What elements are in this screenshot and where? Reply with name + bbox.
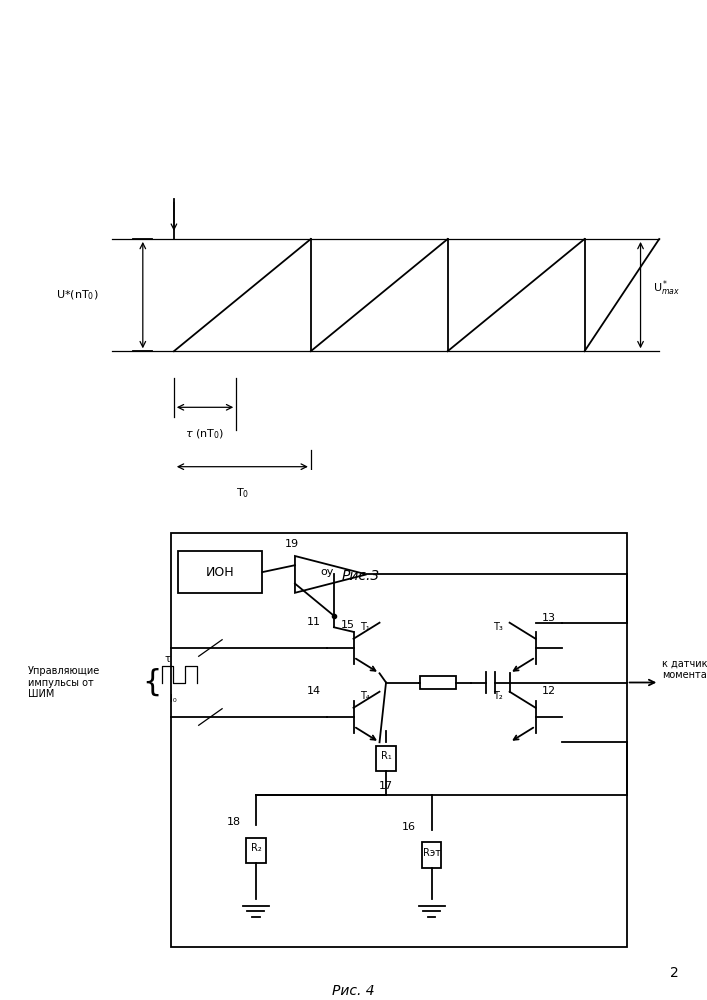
Text: ИОН: ИОН	[206, 566, 235, 579]
Text: 17: 17	[379, 781, 393, 791]
Bar	[246, 838, 266, 863]
Text: I₀: I₀	[170, 694, 177, 704]
Text: U$^*_{max}$: U$^*_{max}$	[653, 279, 680, 298]
Text: T₃: T₃	[493, 622, 503, 632]
Text: Управляющие
импульсы от
ШИМ: Управляющие импульсы от ШИМ	[28, 666, 100, 699]
Text: к датчику
момента: к датчику момента	[662, 659, 707, 680]
Text: 14: 14	[307, 686, 321, 696]
Text: оу: оу	[321, 567, 334, 577]
Bar	[178, 551, 262, 593]
Text: Рис. 4: Рис. 4	[332, 984, 375, 998]
Text: 16: 16	[402, 822, 416, 832]
Text: {: {	[142, 668, 162, 697]
Text: R₂: R₂	[250, 843, 262, 853]
Bar	[422, 842, 441, 868]
Text: 19: 19	[285, 539, 299, 549]
Text: T₂: T₂	[493, 691, 503, 701]
Bar	[171, 533, 626, 947]
Text: T₁: T₁	[360, 622, 370, 632]
Text: 11: 11	[307, 617, 321, 627]
Text: U*(nT$_0$): U*(nT$_0$)	[56, 288, 98, 302]
Text: 18: 18	[227, 817, 241, 827]
Text: 15: 15	[341, 620, 354, 630]
Text: T₄: T₄	[360, 691, 370, 701]
Text: 12: 12	[542, 686, 556, 696]
Text: τ: τ	[165, 654, 170, 664]
Text: 2: 2	[670, 966, 679, 980]
Text: T$_0$: T$_0$	[235, 487, 249, 500]
Text: R₁: R₁	[380, 751, 392, 761]
Text: 13: 13	[542, 613, 556, 623]
Bar	[376, 746, 396, 771]
Text: $\tau$ (nT$_0$): $\tau$ (nT$_0$)	[185, 427, 225, 441]
Bar	[420, 676, 456, 689]
Text: Rэт: Rэт	[423, 848, 440, 858]
Text: Рис.3: Рис.3	[341, 569, 380, 583]
